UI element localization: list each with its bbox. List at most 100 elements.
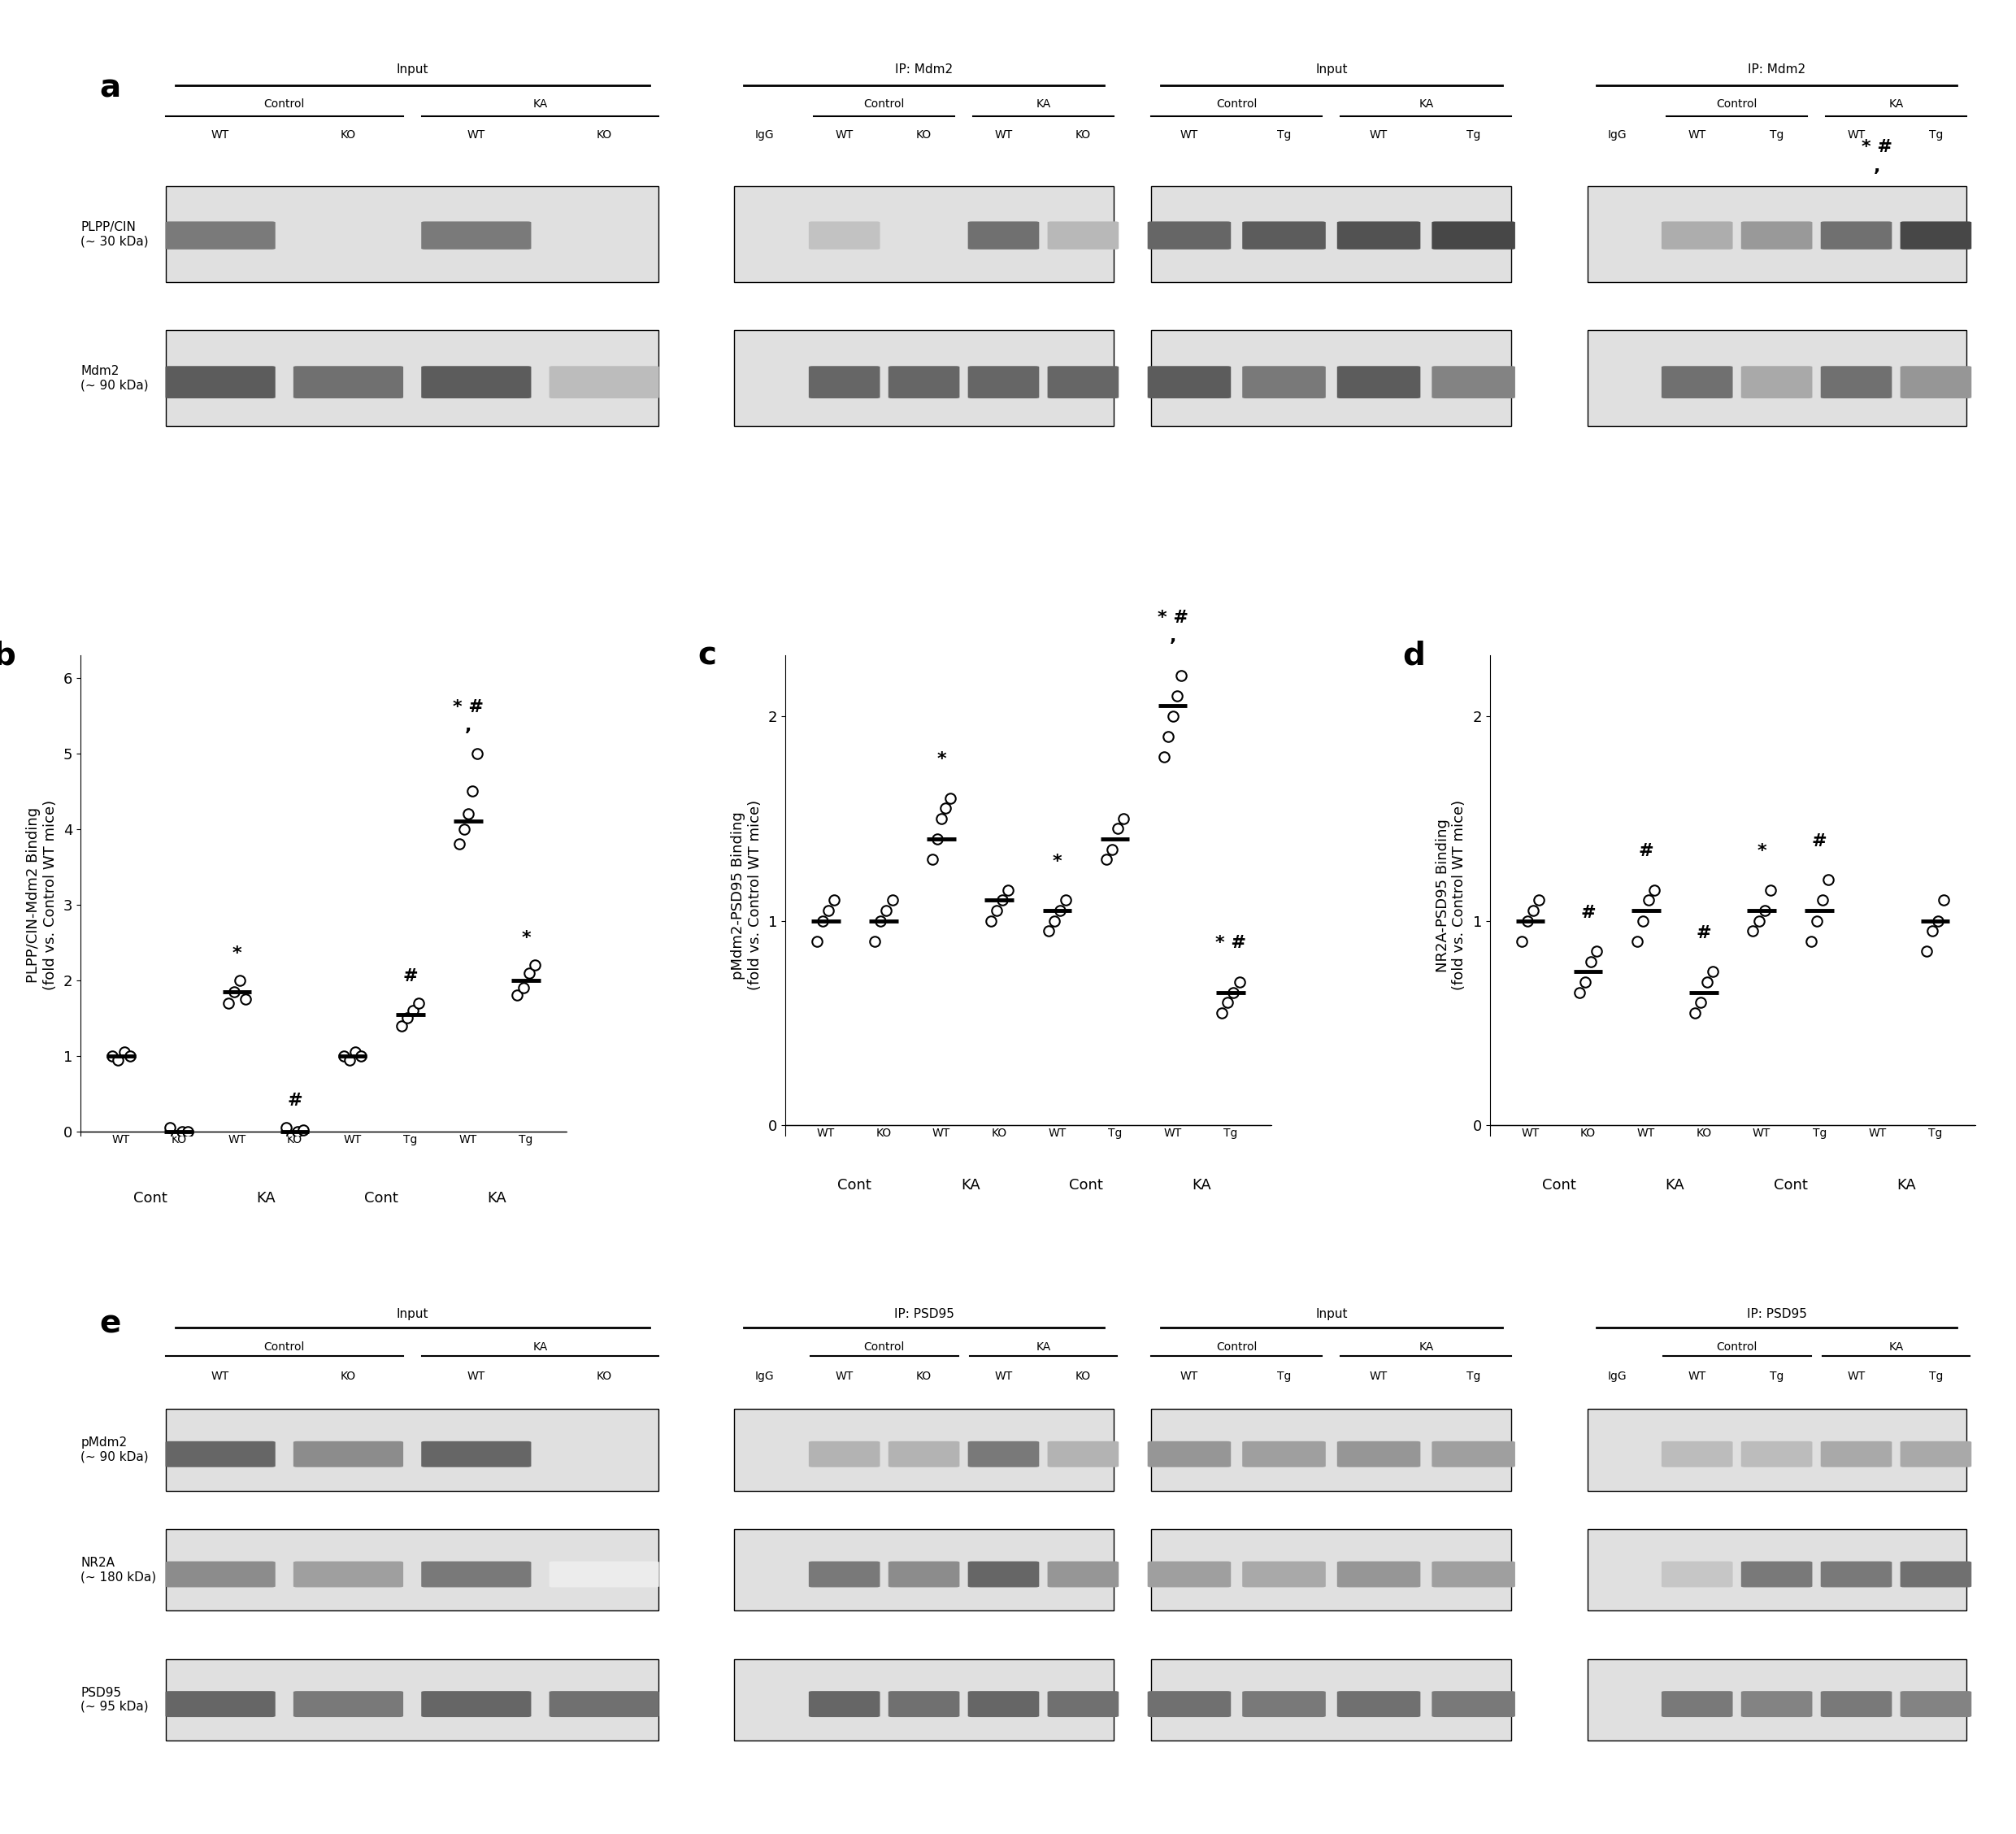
- FancyBboxPatch shape: [1147, 1691, 1232, 1717]
- FancyBboxPatch shape: [1742, 1691, 1812, 1717]
- FancyBboxPatch shape: [1151, 1660, 1512, 1740]
- Text: KO: KO: [597, 128, 613, 141]
- Text: Control: Control: [863, 99, 905, 110]
- FancyBboxPatch shape: [1151, 1409, 1512, 1491]
- Text: e: e: [99, 1308, 121, 1339]
- Text: KO: KO: [341, 1370, 357, 1383]
- Text: Cont: Cont: [365, 1190, 399, 1205]
- FancyBboxPatch shape: [1337, 1561, 1421, 1586]
- Text: NR2A
(~ 180 kDa): NR2A (~ 180 kDa): [81, 1557, 157, 1583]
- FancyBboxPatch shape: [1901, 367, 1972, 398]
- Text: pMdm2
(~ 90 kDa): pMdm2 (~ 90 kDa): [81, 1436, 149, 1464]
- Text: #: #: [403, 968, 417, 985]
- Y-axis label: PLPP/CIN-Mdm2 Binding
(fold vs. Control WT mice): PLPP/CIN-Mdm2 Binding (fold vs. Control …: [26, 800, 58, 990]
- FancyBboxPatch shape: [1048, 1442, 1119, 1467]
- FancyBboxPatch shape: [1242, 367, 1327, 398]
- Text: Cont: Cont: [837, 1177, 871, 1192]
- FancyBboxPatch shape: [968, 1442, 1038, 1467]
- Text: KA: KA: [1036, 99, 1050, 110]
- FancyBboxPatch shape: [1661, 367, 1732, 398]
- FancyBboxPatch shape: [1901, 1442, 1972, 1467]
- FancyBboxPatch shape: [294, 1691, 403, 1717]
- FancyBboxPatch shape: [1242, 222, 1327, 249]
- Text: WT: WT: [212, 1370, 230, 1383]
- Text: *: *: [232, 945, 242, 961]
- Text: #: #: [286, 1093, 302, 1110]
- Text: KO: KO: [597, 1370, 613, 1383]
- Text: Tg: Tg: [1929, 128, 1943, 141]
- Text: WT: WT: [468, 128, 486, 141]
- Text: Tg: Tg: [1770, 1370, 1784, 1383]
- FancyBboxPatch shape: [1048, 222, 1119, 249]
- Text: IgG: IgG: [1609, 128, 1627, 141]
- FancyBboxPatch shape: [808, 222, 879, 249]
- Text: WT: WT: [1847, 128, 1865, 141]
- FancyBboxPatch shape: [1820, 1561, 1891, 1586]
- Text: IP: PSD95: IP: PSD95: [1746, 1308, 1806, 1320]
- Y-axis label: pMdm2-PSD95 Binding
(fold vs. Control WT mice): pMdm2-PSD95 Binding (fold vs. Control WT…: [730, 800, 762, 990]
- FancyBboxPatch shape: [889, 1442, 960, 1467]
- FancyBboxPatch shape: [165, 1691, 276, 1717]
- FancyBboxPatch shape: [1147, 1561, 1232, 1586]
- FancyBboxPatch shape: [1431, 1442, 1516, 1467]
- Text: Mdm2
(~ 90 kDa): Mdm2 (~ 90 kDa): [81, 365, 149, 391]
- Text: KO: KO: [1075, 128, 1091, 141]
- Text: * #
,: * # ,: [1157, 609, 1187, 646]
- Text: WT: WT: [1179, 1370, 1198, 1383]
- FancyBboxPatch shape: [1901, 1691, 1972, 1717]
- Text: *: *: [1052, 853, 1062, 869]
- FancyBboxPatch shape: [968, 1561, 1038, 1586]
- FancyBboxPatch shape: [1151, 1530, 1512, 1610]
- FancyBboxPatch shape: [421, 222, 530, 249]
- FancyBboxPatch shape: [1151, 330, 1512, 425]
- Text: KA: KA: [532, 99, 548, 110]
- Text: KA: KA: [532, 1342, 548, 1353]
- FancyBboxPatch shape: [165, 1530, 659, 1610]
- FancyBboxPatch shape: [1337, 1691, 1421, 1717]
- Text: KA: KA: [1191, 1177, 1212, 1192]
- FancyBboxPatch shape: [1901, 222, 1972, 249]
- FancyBboxPatch shape: [1587, 1409, 1966, 1491]
- Text: * #
,: * # ,: [1863, 139, 1893, 174]
- Text: #: #: [1581, 904, 1597, 921]
- Text: Tg: Tg: [1466, 128, 1480, 141]
- FancyBboxPatch shape: [165, 185, 659, 282]
- FancyBboxPatch shape: [421, 1442, 530, 1467]
- Text: Control: Control: [1216, 99, 1258, 110]
- FancyBboxPatch shape: [1742, 1561, 1812, 1586]
- FancyBboxPatch shape: [548, 367, 659, 398]
- FancyBboxPatch shape: [1147, 1442, 1232, 1467]
- Text: d: d: [1403, 640, 1425, 671]
- Text: Input: Input: [397, 1308, 427, 1320]
- Text: IP: Mdm2: IP: Mdm2: [895, 64, 954, 75]
- FancyBboxPatch shape: [1048, 367, 1119, 398]
- Text: IgG: IgG: [756, 1370, 774, 1383]
- Text: WT: WT: [1687, 1370, 1706, 1383]
- FancyBboxPatch shape: [165, 222, 276, 249]
- Text: KA: KA: [488, 1190, 506, 1205]
- Text: IP: Mdm2: IP: Mdm2: [1748, 64, 1806, 75]
- Text: KA: KA: [1889, 99, 1903, 110]
- Text: KA: KA: [256, 1190, 276, 1205]
- Text: *: *: [937, 752, 946, 767]
- FancyBboxPatch shape: [1431, 1561, 1516, 1586]
- Text: WT: WT: [1687, 128, 1706, 141]
- FancyBboxPatch shape: [1151, 185, 1512, 282]
- FancyBboxPatch shape: [734, 1530, 1113, 1610]
- Text: #: #: [1695, 924, 1712, 941]
- Text: KA: KA: [1897, 1177, 1915, 1192]
- FancyBboxPatch shape: [165, 367, 276, 398]
- Text: Tg: Tg: [1770, 128, 1784, 141]
- Text: KO: KO: [1075, 1370, 1091, 1383]
- Y-axis label: NR2A-PSD95 Binding
(fold vs. Control WT mice): NR2A-PSD95 Binding (fold vs. Control WT …: [1435, 800, 1468, 990]
- Text: *: *: [522, 930, 530, 946]
- Text: Cont: Cont: [1774, 1177, 1808, 1192]
- Text: KA: KA: [1889, 1342, 1903, 1353]
- Text: WT: WT: [212, 128, 230, 141]
- Text: Control: Control: [863, 1342, 905, 1353]
- Text: PSD95
(~ 95 kDa): PSD95 (~ 95 kDa): [81, 1687, 149, 1713]
- FancyBboxPatch shape: [548, 1691, 659, 1717]
- Text: WT: WT: [994, 128, 1012, 141]
- FancyBboxPatch shape: [1048, 1561, 1119, 1586]
- FancyBboxPatch shape: [1742, 1442, 1812, 1467]
